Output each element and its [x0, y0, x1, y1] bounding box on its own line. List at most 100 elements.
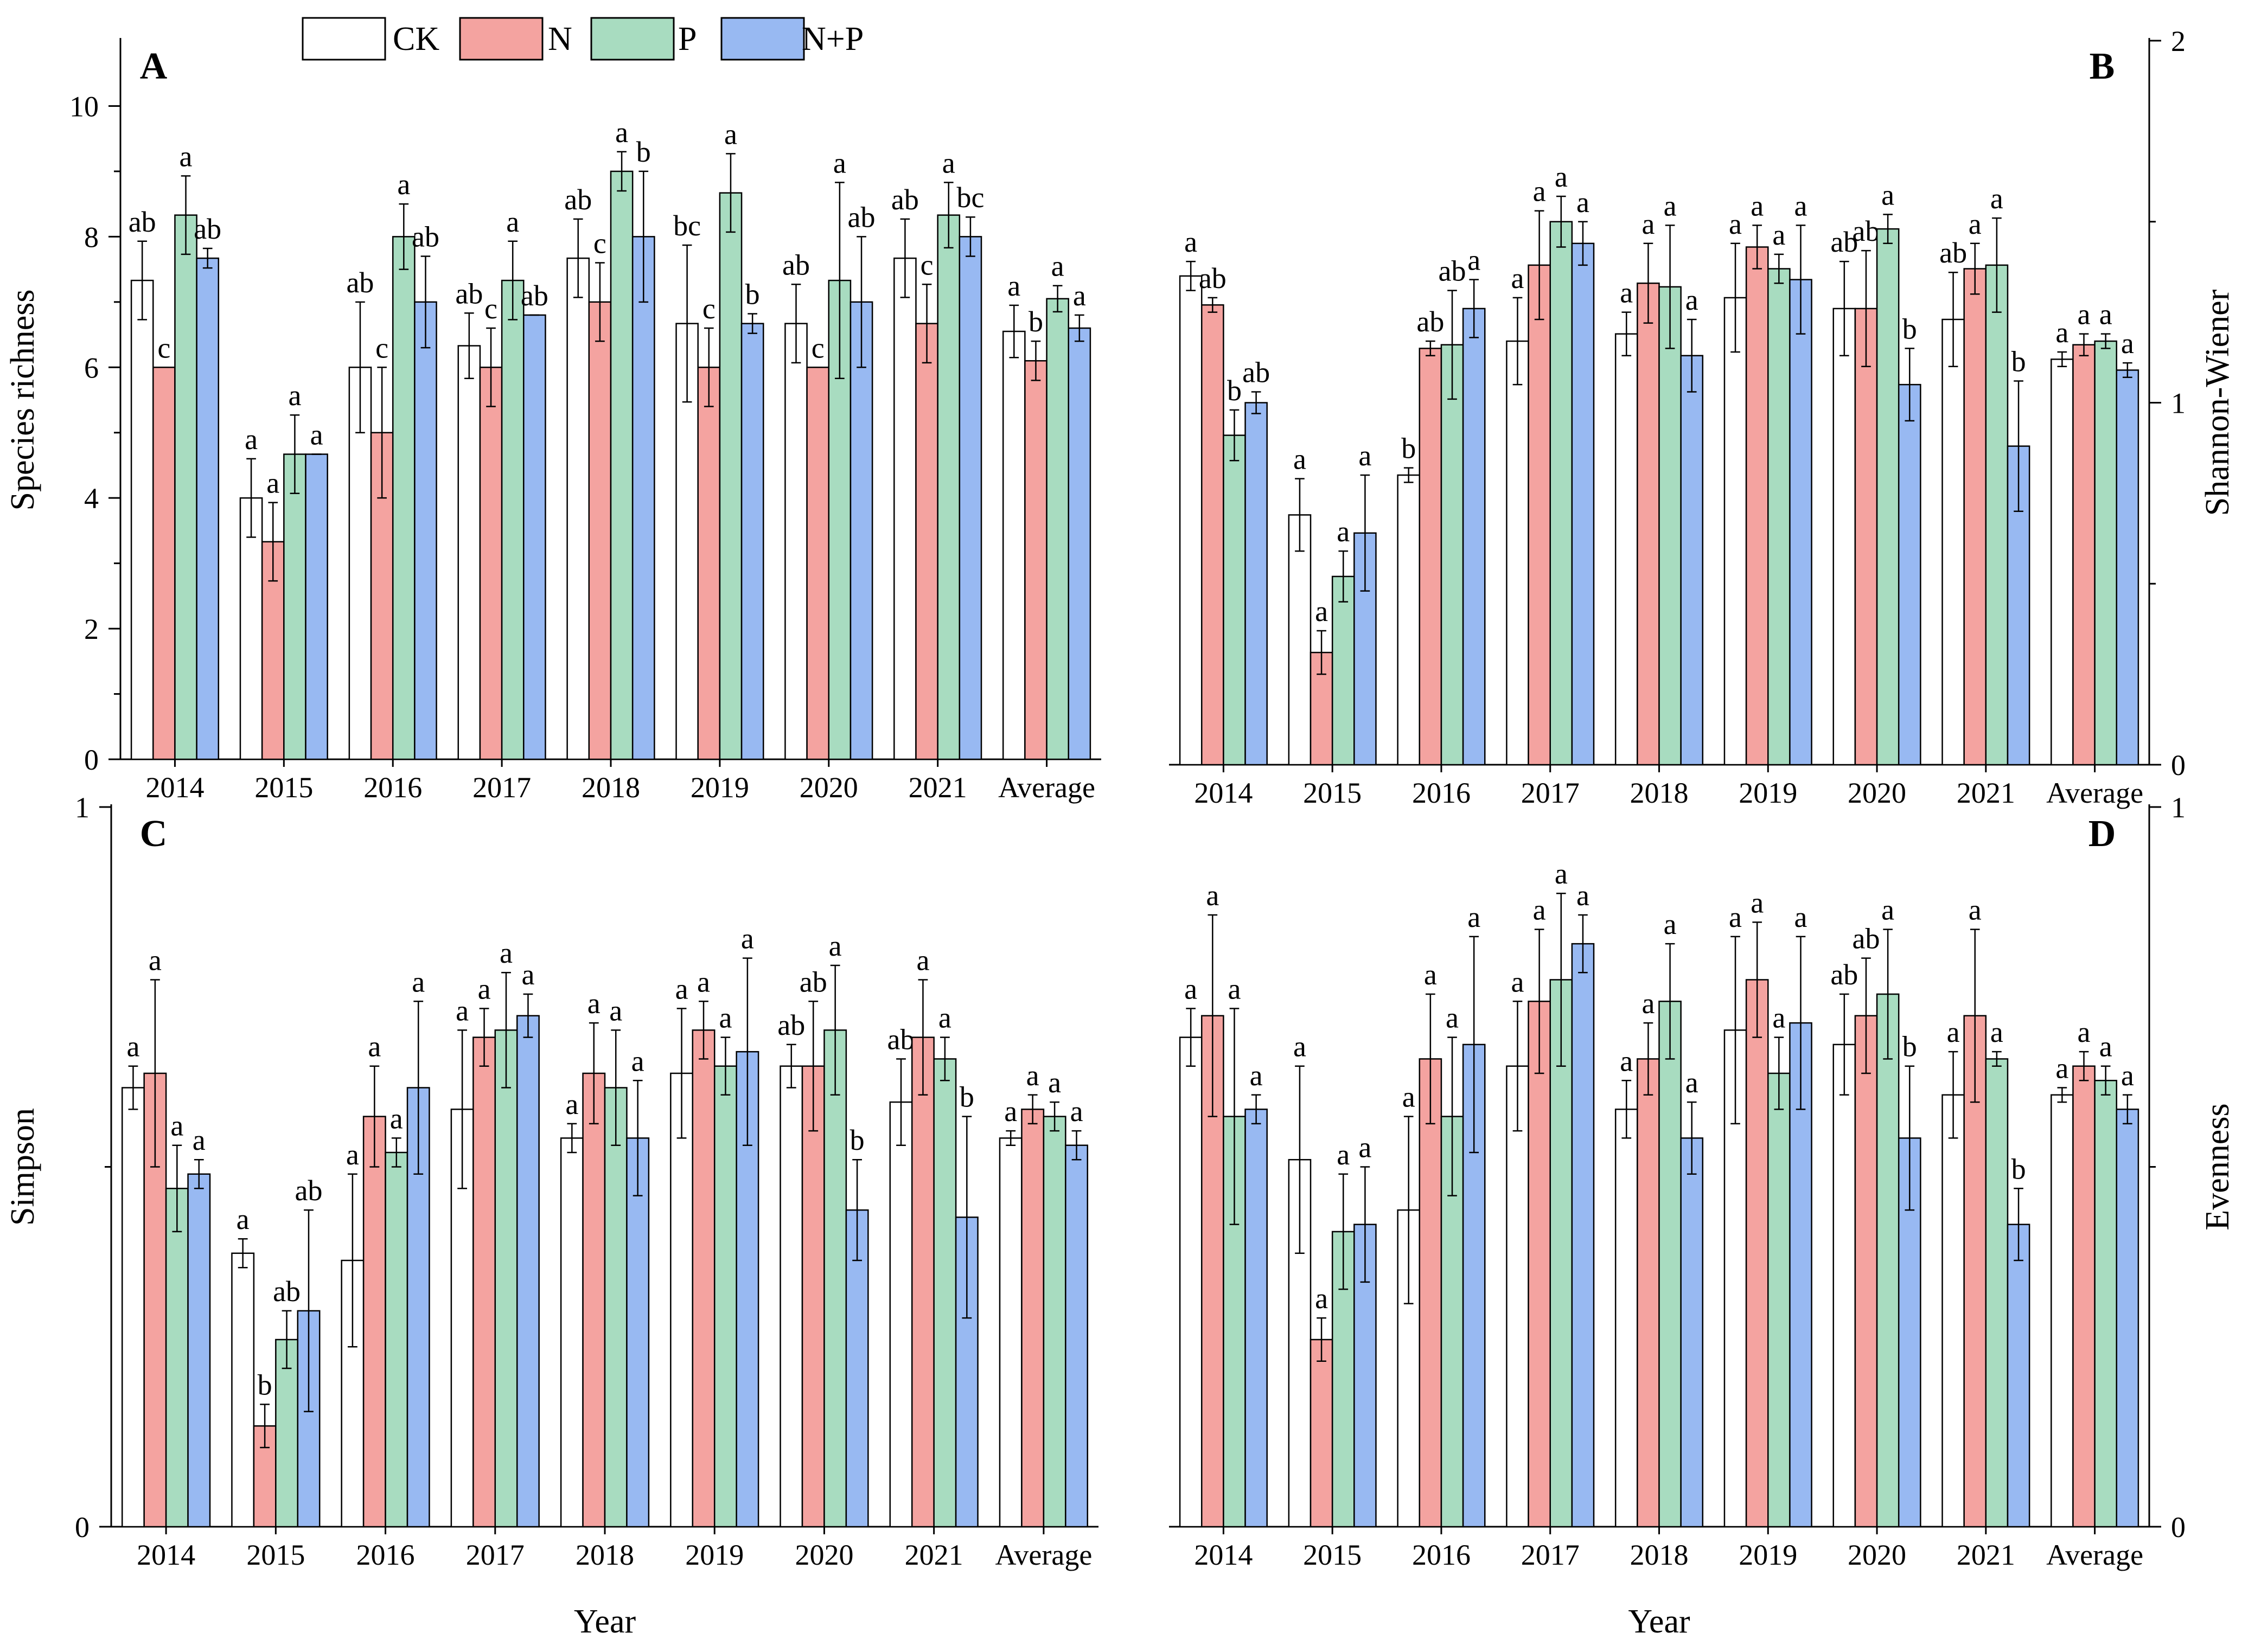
error-bar	[1403, 467, 1414, 483]
y-axis-label: Evenness	[2199, 1103, 2236, 1230]
bar-p-2014	[174, 214, 197, 760]
x-axis-label: Year	[574, 1603, 636, 1640]
y-tick-label: 0	[2171, 749, 2186, 782]
x-tick-label: 2017	[1521, 1539, 1580, 1571]
significance-label: ab	[564, 183, 592, 216]
bar-n-average	[2072, 344, 2096, 766]
panel-letter: A	[140, 46, 168, 87]
bar-ck-2020	[784, 323, 808, 760]
bar-p-2021	[1985, 264, 2009, 766]
bar-ck-2020	[780, 1065, 803, 1528]
significance-label: a	[1947, 1016, 1960, 1048]
bar-n-2014	[152, 367, 176, 760]
bar-npp-2021	[959, 236, 982, 760]
error-bar	[1426, 340, 1435, 356]
legend-label: CK	[393, 21, 439, 57]
significance-label: a	[1881, 894, 1894, 926]
significance-label: a	[500, 937, 513, 969]
error-bar	[1687, 318, 1697, 393]
x-tick-label: 2017	[466, 1539, 525, 1571]
bar-ck-2019	[1723, 297, 1747, 766]
error-bar	[676, 1008, 687, 1139]
bar-n-2017	[1528, 264, 1551, 766]
error-bar	[726, 153, 736, 233]
bar-n-2019	[697, 367, 721, 760]
error-bar	[1948, 271, 1958, 367]
error-bar	[1774, 1036, 1784, 1110]
bar-p-2016	[385, 1151, 408, 1528]
bar-npp-average	[2116, 1109, 2139, 1528]
significance-label: a	[1337, 515, 1350, 548]
error-bar	[1027, 1094, 1038, 1125]
x-tick-label: 2020	[800, 771, 858, 804]
bar-ck-average	[2051, 358, 2074, 766]
significance-label: a	[1620, 1045, 1633, 1077]
y-tick-label: 10	[69, 90, 99, 123]
error-bar	[290, 414, 300, 494]
x-tick-label: 2016	[356, 1539, 415, 1571]
error-bar	[1556, 892, 1566, 1067]
x-tick-label: 2015	[1303, 1539, 1362, 1571]
error-bar	[260, 1404, 270, 1449]
error-bar	[966, 216, 975, 257]
significance-label: b	[258, 1368, 272, 1401]
significance-label: a	[1228, 973, 1241, 1006]
error-bar	[194, 1158, 204, 1189]
error-bar	[377, 367, 387, 499]
bar-n-2021	[911, 1036, 935, 1528]
error-bar	[1229, 1008, 1240, 1225]
error-bar	[857, 236, 866, 368]
significance-label: a	[1969, 894, 1982, 926]
error-bar	[2079, 333, 2089, 356]
legend-item-npp: N+P	[720, 17, 864, 61]
bar-p-2018	[604, 1087, 628, 1528]
error-bar	[464, 312, 474, 379]
significance-label: a	[170, 1110, 183, 1142]
significance-label: a	[1685, 1066, 1698, 1099]
significance-label: a	[1358, 439, 1371, 472]
error-bar	[918, 979, 928, 1096]
error-bar	[786, 1043, 796, 1088]
bar-p-2020	[823, 1029, 847, 1528]
error-bar	[172, 1144, 182, 1233]
error-bar	[137, 240, 148, 321]
significance-label: a	[1685, 284, 1698, 316]
x-tick-label: 2019	[691, 771, 749, 804]
error-bar	[1839, 260, 1849, 356]
bar-npp-2019	[1789, 279, 1812, 766]
significance-label: ab	[1939, 236, 1967, 269]
error-bar	[638, 170, 649, 303]
error-bar	[940, 1036, 950, 1081]
x-tick-label: 2015	[246, 1539, 305, 1571]
error-bar	[896, 1058, 906, 1146]
x-tick-label: 2018	[1630, 1539, 1689, 1571]
x-tick-label: 2017	[472, 771, 531, 804]
bar-n-2015	[1310, 1339, 1333, 1528]
y-axis-label: Shannon-Wiener	[2199, 289, 2236, 516]
error-bar	[682, 244, 692, 403]
bar-n-2017	[479, 367, 503, 760]
bar-npp-2014	[187, 1173, 211, 1528]
significance-label: a	[724, 118, 737, 150]
significance-label: a	[1315, 595, 1328, 627]
error-bar	[1186, 1008, 1196, 1067]
error-bar	[2079, 1051, 2089, 1081]
significance-label: a	[1794, 189, 1807, 222]
error-bar	[1447, 1036, 1457, 1196]
x-axis-label: Year	[1628, 1603, 1690, 1640]
significance-label: ab	[1830, 226, 1858, 258]
significance-label: a	[180, 140, 193, 172]
bar-n-2019	[692, 1029, 716, 1528]
significance-label: a	[1184, 226, 1197, 258]
y-tick-label: 1	[75, 791, 90, 824]
error-bar	[1186, 260, 1196, 291]
error-bar	[1556, 195, 1566, 248]
significance-label: c	[702, 292, 716, 325]
legend-swatch	[302, 17, 386, 61]
error-bar	[1512, 1001, 1523, 1132]
error-bar	[1774, 253, 1784, 284]
x-tick-label: 2019	[1739, 1539, 1797, 1571]
bar-n-2019	[1745, 246, 1769, 766]
error-bar	[238, 1238, 248, 1269]
significance-label: a	[1315, 1282, 1328, 1315]
